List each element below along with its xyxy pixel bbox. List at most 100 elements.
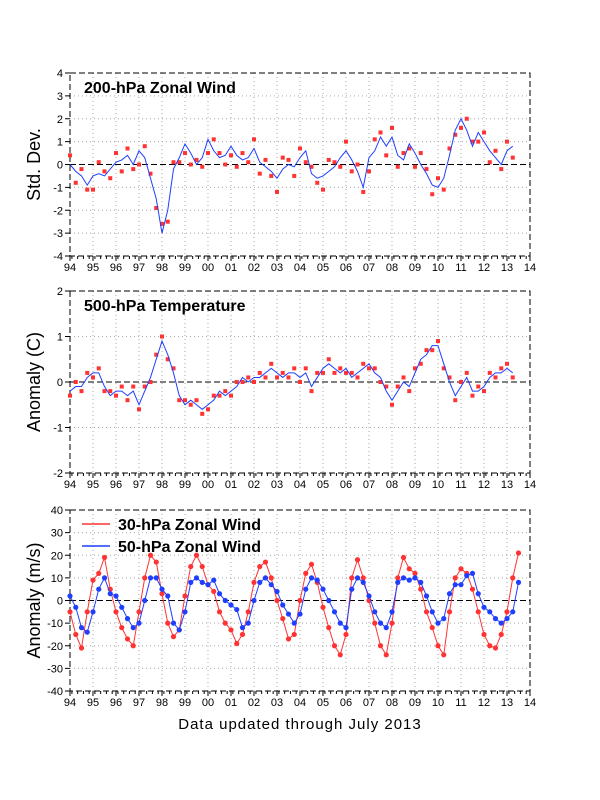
data-point [182, 593, 188, 599]
data-point [395, 164, 400, 169]
data-point [291, 620, 297, 626]
data-point [349, 586, 355, 592]
data-point [153, 559, 159, 565]
data-point [435, 620, 441, 626]
panel-2: 94 95 96 97 98 99 00 01 02 03 04 05 06 07 08 09 10 11 12 13… [24, 286, 536, 491]
data-point [90, 609, 96, 615]
data-point [90, 577, 96, 583]
data-point [493, 375, 498, 380]
data-point [211, 577, 217, 583]
data-point [499, 167, 504, 172]
data-point [510, 155, 515, 160]
data-point [102, 169, 107, 174]
data-point [361, 361, 366, 366]
x-tick-label: 99 [179, 262, 191, 274]
data-point [125, 146, 130, 151]
data-point [286, 157, 291, 162]
plot-frame [69, 509, 531, 692]
data-point [372, 609, 378, 615]
data-point [217, 393, 222, 398]
data-point [246, 160, 251, 165]
data-point [344, 139, 348, 144]
x-tick-label: 02 [248, 479, 260, 491]
x-tick-label: 07 [363, 479, 375, 491]
data-point [389, 620, 395, 626]
data-point [234, 606, 240, 613]
x-tick-label: 14 [524, 262, 536, 274]
data-point [131, 384, 136, 389]
x-tick-label: 04 [294, 697, 306, 709]
legend-label: 30-hPa Zonal Wind [118, 517, 261, 534]
data-point [228, 602, 234, 608]
data-point [171, 160, 176, 165]
data-point [101, 554, 108, 561]
x-tick-label: 09 [409, 262, 421, 274]
data-point [464, 370, 469, 375]
x-tick-label: 00 [202, 262, 214, 274]
smoothed-series-line [69, 339, 514, 410]
data-point [320, 586, 326, 592]
x-tick-label: 03 [271, 697, 283, 709]
x-tick-label: 99 [179, 697, 191, 709]
data-point [476, 384, 481, 389]
data-point [326, 597, 332, 604]
data-point [153, 575, 159, 581]
data-point [107, 591, 113, 597]
x-tick-label: 07 [363, 697, 375, 709]
data-point [285, 611, 292, 617]
data-point [481, 604, 487, 610]
data-point [206, 151, 210, 156]
data-point [170, 634, 177, 640]
y-tick-label: 0 [57, 160, 63, 172]
data-point [91, 187, 95, 192]
data-point [510, 609, 516, 615]
x-tick-label: 08 [386, 262, 398, 274]
x-tick-label: 94 [64, 262, 76, 274]
data-point [154, 352, 159, 357]
data-point [360, 575, 366, 581]
x-tick-label: 96 [110, 479, 122, 491]
y-tick-label: -40 [47, 686, 63, 698]
data-point [147, 575, 154, 581]
data-point [412, 570, 418, 576]
x-tick-label: 03 [271, 262, 283, 274]
y-tick-label: -4 [53, 251, 63, 263]
data-point [223, 389, 228, 394]
y-tick-label: 1 [57, 137, 63, 149]
data-point [200, 164, 205, 169]
y-tick-label: 30 [51, 528, 63, 540]
data-point [193, 552, 200, 558]
y-tick-label: 40 [51, 505, 63, 517]
data-point [338, 164, 343, 169]
data-point [177, 398, 182, 403]
plot-frame [69, 72, 531, 257]
data-point [395, 579, 401, 586]
data-point [378, 130, 383, 135]
x-tick-label: 94 [64, 479, 76, 491]
data-point [262, 575, 269, 581]
data-point [320, 604, 326, 610]
data-point [367, 169, 371, 174]
data-point [315, 180, 320, 185]
y-tick-label: 0 [57, 377, 63, 389]
data-point [395, 575, 401, 581]
data-point [453, 132, 458, 137]
y-tick-label: 2 [57, 114, 63, 126]
x-tick-label: 08 [386, 479, 398, 491]
data-point [262, 559, 269, 565]
data-point [124, 616, 131, 622]
data-point [476, 139, 481, 144]
data-point [361, 189, 366, 194]
data-point [430, 192, 435, 197]
data-point [308, 575, 315, 581]
data-point [354, 575, 361, 581]
data-point [223, 162, 228, 167]
data-point [285, 636, 292, 642]
data-point [401, 151, 406, 156]
data-point [165, 357, 170, 362]
data-point [131, 167, 136, 172]
data-point [492, 616, 499, 622]
data-point [343, 625, 349, 631]
x-tick-label: 06 [340, 262, 352, 274]
